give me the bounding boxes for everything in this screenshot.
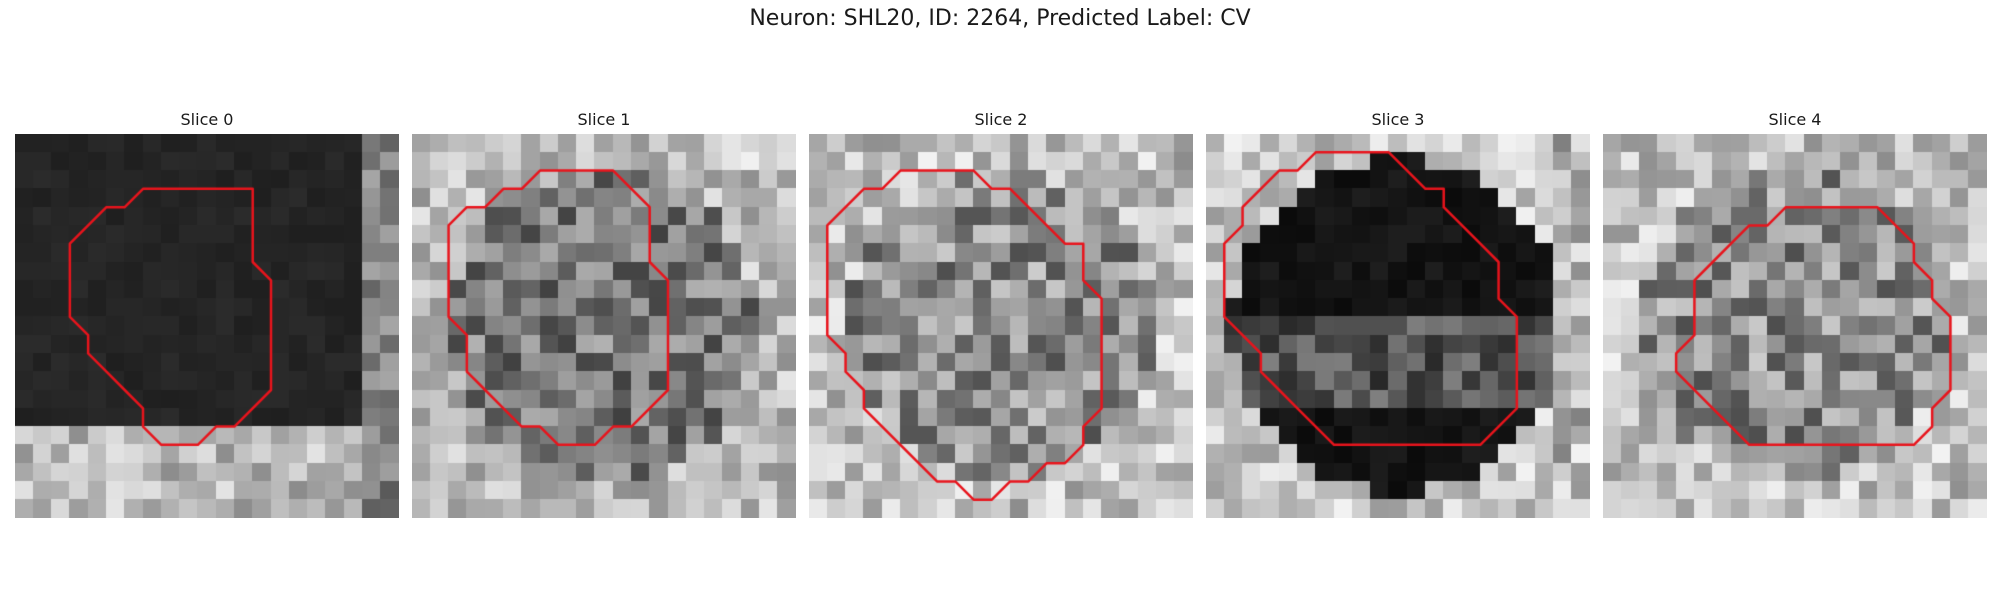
slice-panel-0: Slice 0 <box>15 108 399 518</box>
slice-image-1 <box>412 134 796 518</box>
slice-title-0: Slice 0 <box>180 110 234 129</box>
slice-panel-4: Slice 4 <box>1603 108 1987 518</box>
slice-panel-2: Slice 2 <box>809 108 1193 518</box>
slice-image-3 <box>1206 134 1590 518</box>
slice-image-0 <box>15 134 399 518</box>
slice-image-4 <box>1603 134 1987 518</box>
slice-title-4: Slice 4 <box>1768 110 1822 129</box>
slice-panel-3: Slice 3 <box>1206 108 1590 518</box>
slice-title-3: Slice 3 <box>1371 110 1425 129</box>
figure-title: Neuron: SHL20, ID: 2264, Predicted Label… <box>749 6 1251 31</box>
slice-panel-1: Slice 1 <box>412 108 796 518</box>
slice-title-2: Slice 2 <box>974 110 1028 129</box>
slice-title-1: Slice 1 <box>577 110 631 129</box>
slice-image-2 <box>809 134 1193 518</box>
